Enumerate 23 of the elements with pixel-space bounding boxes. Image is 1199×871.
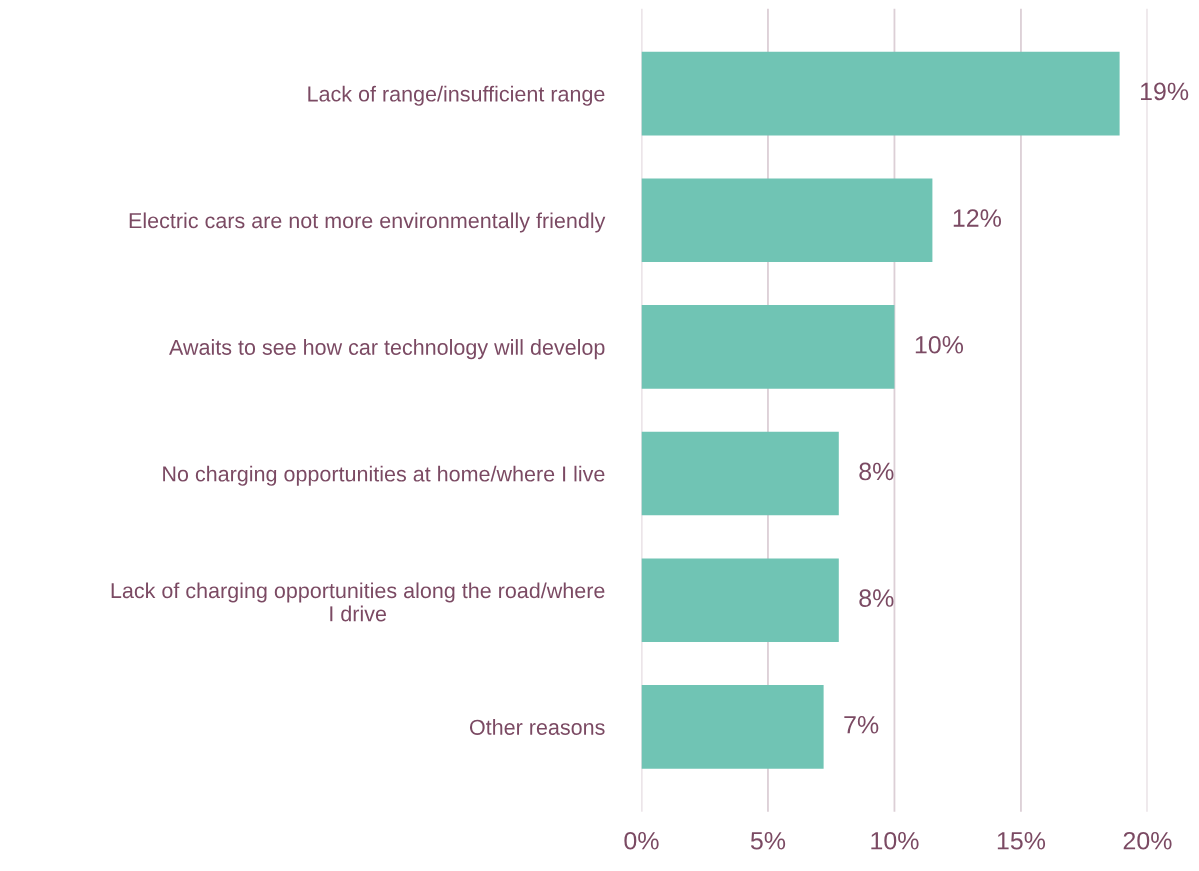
- data-label: 10%: [915, 335, 964, 354]
- data-label: 8%: [859, 589, 894, 607]
- data-label: 7%: [844, 716, 879, 734]
- y-tick-label: Lack of range/insufficient range: [308, 85, 605, 106]
- x-tick-label: 15%: [997, 831, 1046, 850]
- bar: [641, 685, 824, 769]
- y-tick-label: Other reasons: [469, 719, 605, 735]
- bar: [641, 305, 895, 389]
- y-tick-label: No charging opportunities at home/where I live: [163, 465, 605, 486]
- x-tick-label: 0%: [624, 831, 659, 850]
- y-tick-label: Lack of charging opportunities along the road/where I drive: [111, 582, 605, 622]
- bar: [641, 51, 1120, 136]
- bar: [641, 178, 933, 263]
- y-tick-label: Awaits to see how car technology will develop: [169, 339, 605, 360]
- data-label: 19%: [1140, 82, 1189, 101]
- data-label: 8%: [859, 462, 894, 481]
- x-tick-label: 20%: [1123, 831, 1172, 850]
- bar: [641, 558, 839, 643]
- y-tick-label: Electric cars are not more environmentally friendly: [129, 212, 606, 233]
- x-tick-label: 10%: [871, 831, 919, 850]
- x-tick-label: 5%: [750, 831, 786, 850]
- bar: [641, 431, 839, 516]
- data-label: 12%: [953, 209, 1001, 227]
